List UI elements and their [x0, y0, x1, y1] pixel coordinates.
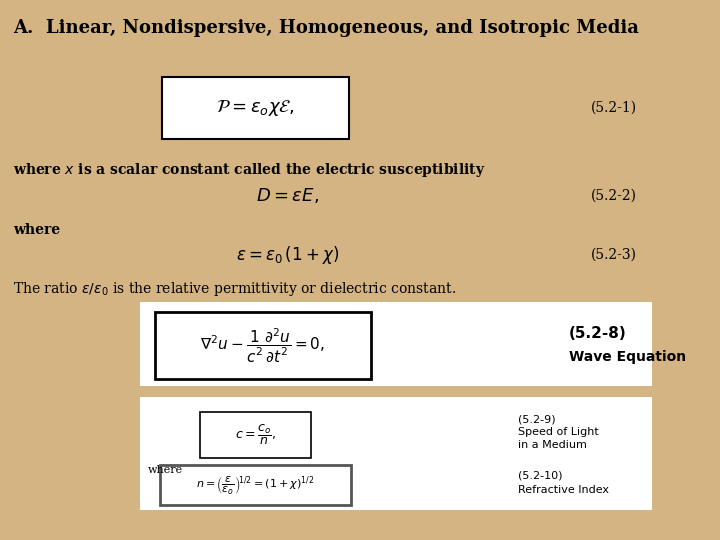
Text: where $x$ is a scalar constant called the electric susceptibility: where $x$ is a scalar constant called th…	[13, 161, 485, 179]
Text: Refractive Index: Refractive Index	[518, 485, 609, 495]
Text: Speed of Light: Speed of Light	[518, 427, 599, 437]
Text: $n = \left(\dfrac{\varepsilon}{\varepsilon_o}\right)^{\!1/2} = (1+\chi)^{1/2}$: $n = \left(\dfrac{\varepsilon}{\varepsil…	[197, 474, 315, 496]
Text: $D{=}\varepsilon E,$: $D{=}\varepsilon E,$	[256, 186, 320, 205]
Bar	[140, 302, 652, 386]
Text: $\varepsilon = \varepsilon_0\,(1 + \chi)$: $\varepsilon = \varepsilon_0\,(1 + \chi)…	[236, 244, 340, 266]
Bar	[199, 411, 311, 458]
Text: The ratio $\varepsilon/\varepsilon_0$ is the relative permittivity or dielectric: The ratio $\varepsilon/\varepsilon_0$ is…	[13, 280, 456, 298]
Bar	[160, 464, 351, 505]
Bar	[140, 397, 652, 510]
Bar	[162, 77, 349, 139]
Text: (5.2-9): (5.2-9)	[518, 415, 556, 424]
Text: (5.2-2): (5.2-2)	[590, 188, 636, 202]
Text: (5.2-3): (5.2-3)	[590, 248, 636, 262]
Text: where: where	[148, 465, 183, 475]
Bar	[155, 312, 371, 379]
Text: $\mathcal{P} = \epsilon_o \chi \mathcal{E},$: $\mathcal{P} = \epsilon_o \chi \mathcal{…	[216, 98, 295, 118]
Text: Wave Equation: Wave Equation	[569, 350, 686, 365]
Text: where: where	[13, 222, 60, 237]
Text: (5.2-10): (5.2-10)	[518, 470, 563, 480]
Text: $\nabla^2 u - \dfrac{1}{c^2}\dfrac{\partial^2 u}{\partial t^2} = 0,$: $\nabla^2 u - \dfrac{1}{c^2}\dfrac{\part…	[200, 327, 325, 364]
Text: (5.2-1): (5.2-1)	[590, 101, 636, 115]
Text: (5.2-8): (5.2-8)	[569, 326, 626, 341]
Text: A.  Linear, Nondispersive, Homogeneous, and Isotropic Media: A. Linear, Nondispersive, Homogeneous, a…	[13, 19, 639, 37]
Text: $c = \dfrac{c_o}{n},$: $c = \dfrac{c_o}{n},$	[235, 423, 276, 447]
Text: in a Medium: in a Medium	[518, 441, 588, 450]
